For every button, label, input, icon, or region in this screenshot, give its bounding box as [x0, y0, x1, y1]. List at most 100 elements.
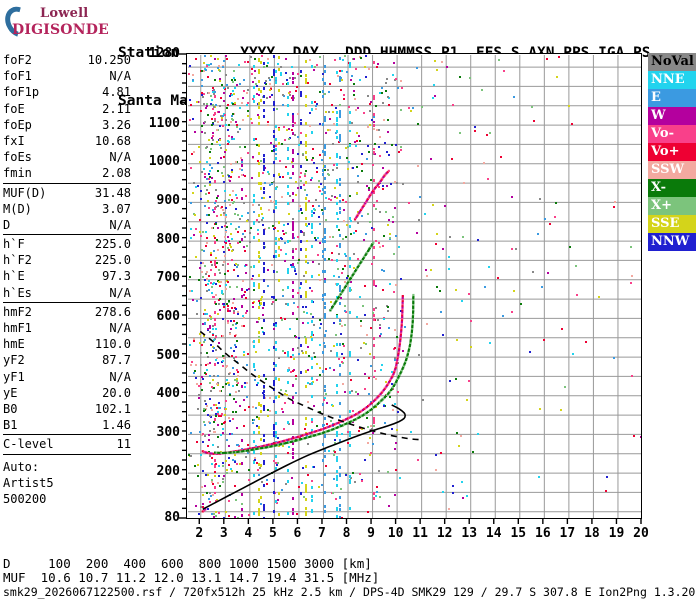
y-axis-tick-label: 80 [164, 510, 180, 525]
auto-scaling-info: Auto: Artist5 500200 [3, 459, 131, 508]
param-value: 278.6 [94, 304, 131, 319]
param-value: 4.81 [102, 85, 131, 100]
param-value: 87.7 [102, 353, 131, 368]
param-value: 3.26 [102, 117, 131, 132]
param-key: foF1 [3, 69, 32, 84]
param-key: fxI [3, 133, 25, 148]
legend-item-x-[interactable]: X+ [648, 197, 696, 215]
param-row: M(D) 3.07 [3, 201, 131, 217]
param-row: fmin 2.08 [3, 165, 131, 181]
x-axis-tick-label: 16 [535, 526, 551, 541]
y-axis-tick-label: 500 [156, 347, 180, 363]
x-axis-tick-label: 18 [584, 526, 600, 541]
y-axis-tick-label: 200 [156, 463, 180, 479]
param-key: B1 [3, 418, 18, 433]
param-value: N/A [109, 285, 131, 300]
legend-item-ssw[interactable]: SSW [648, 161, 696, 179]
legend-item-vo-[interactable]: Vo- [648, 125, 696, 143]
x-axis-tick-label: 5 [268, 526, 277, 541]
param-value: 11 [116, 437, 131, 452]
param-row: D N/A [3, 217, 131, 233]
param-key: foEs [3, 150, 32, 165]
param-row: MUF(D) 31.48 [3, 185, 131, 201]
y-axis-tick-label: 1000 [148, 154, 180, 170]
x-axis-tick-label: 11 [412, 526, 428, 541]
param-value: N/A [109, 217, 131, 232]
lowell-digisonde-logo: Lowell DIGISONDE [0, 1, 109, 43]
x-axis-tick-label: 2 [195, 526, 204, 541]
param-key: foF2 [3, 53, 32, 67]
legend-item-nnw[interactable]: NNW [648, 233, 696, 251]
x-axis-tick-label: 6 [293, 526, 302, 541]
logo-lowell-text: Lowell [40, 6, 89, 21]
param-key: D [3, 217, 11, 232]
param-row: h`F 225.0 [3, 236, 131, 252]
x-axis-tick-label: 7 [318, 526, 326, 541]
footer-file-info: smk29_2026067122500.rsf / 720fx512h 25 k… [3, 585, 696, 599]
param-value: N/A [109, 321, 131, 335]
param-divider [3, 453, 131, 455]
param-value: N/A [109, 69, 131, 84]
param-value: 225.0 [94, 237, 131, 252]
param-value: 1.46 [102, 418, 131, 433]
param-divider [3, 301, 131, 303]
auto-line: Artist5 [3, 475, 54, 490]
legend-item-noval[interactable]: NoVal [648, 53, 696, 71]
y-axis-tick-label: 800 [156, 231, 180, 247]
param-key: h`E [3, 269, 25, 284]
x-axis-tick-label: 15 [510, 526, 527, 541]
legend-item-w[interactable]: W [648, 107, 696, 125]
param-key: hmF2 [3, 304, 32, 319]
plot-canvas [187, 54, 641, 518]
legend-item-x-[interactable]: X- [648, 179, 696, 197]
param-row: foEs N/A [3, 149, 131, 165]
param-divider [3, 234, 131, 236]
param-value: N/A [109, 150, 131, 165]
param-row: hmF1 N/A [3, 320, 131, 336]
param-value: 102.1 [94, 401, 131, 416]
param-divider [3, 434, 131, 436]
legend-item-nne[interactable]: NNE [648, 71, 696, 89]
param-row: foF2 10.250 [3, 52, 131, 68]
x-axis-tick-label: 14 [485, 526, 502, 541]
param-row: C-level 11 [3, 436, 131, 452]
param-key: fmin [3, 166, 32, 181]
footer-muf-row: MUF 10.6 10.7 11.2 12.0 13.1 14.7 19.4 3… [3, 570, 380, 585]
param-divider [3, 182, 131, 184]
param-key: foE [3, 101, 25, 116]
param-row: yE 20.0 [3, 385, 131, 401]
series-6 [199, 330, 422, 441]
y-axis-tick-label: 600 [156, 308, 180, 324]
x-axis-tick-label: 10 [387, 526, 404, 541]
x-axis-tick-label: 3 [219, 526, 228, 541]
param-key: h`F2 [3, 253, 32, 268]
param-row: h`F2 225.0 [3, 252, 131, 268]
param-value: 97.3 [102, 269, 131, 284]
series-4 [353, 169, 390, 221]
param-value: 2.08 [102, 166, 131, 181]
y-axis-tick-label: 400 [156, 386, 180, 402]
param-key: B0 [3, 401, 18, 416]
param-value: 3.07 [102, 201, 131, 216]
x-axis-tick-label: 9 [367, 526, 375, 541]
legend-item-sse[interactable]: SSE [648, 215, 696, 233]
series-3 [329, 241, 375, 312]
ionogram-parameter-panel: foF2 10.250 foF1 N/A foF1p 4.81 foE 2.11 foEp 3.2… [3, 52, 131, 507]
param-row: foF1 N/A [3, 68, 131, 84]
param-row: foE 2.11 [3, 101, 131, 117]
param-row: foF1p 4.81 [3, 84, 131, 100]
param-row: hmF2 278.6 [3, 304, 131, 320]
param-key: h`F [3, 237, 25, 252]
series-1 [214, 293, 415, 455]
legend-item-vo-[interactable]: Vo+ [648, 143, 696, 161]
x-axis-tick-label: 8 [342, 526, 351, 541]
param-row: h`Es N/A [3, 285, 131, 301]
y-axis-tick-label: 700 [156, 270, 180, 286]
param-key: yF2 [3, 353, 25, 368]
color-legend: NoVal NNE E W Vo- Vo+ SSW X- X+ SSE NNW [648, 53, 696, 251]
legend-item-e[interactable]: E [648, 89, 696, 107]
param-value: 10.68 [94, 133, 131, 148]
ionogram-plot[interactable] [186, 53, 642, 519]
auto-line: 500200 [3, 491, 47, 506]
param-key: C-level [3, 437, 54, 452]
